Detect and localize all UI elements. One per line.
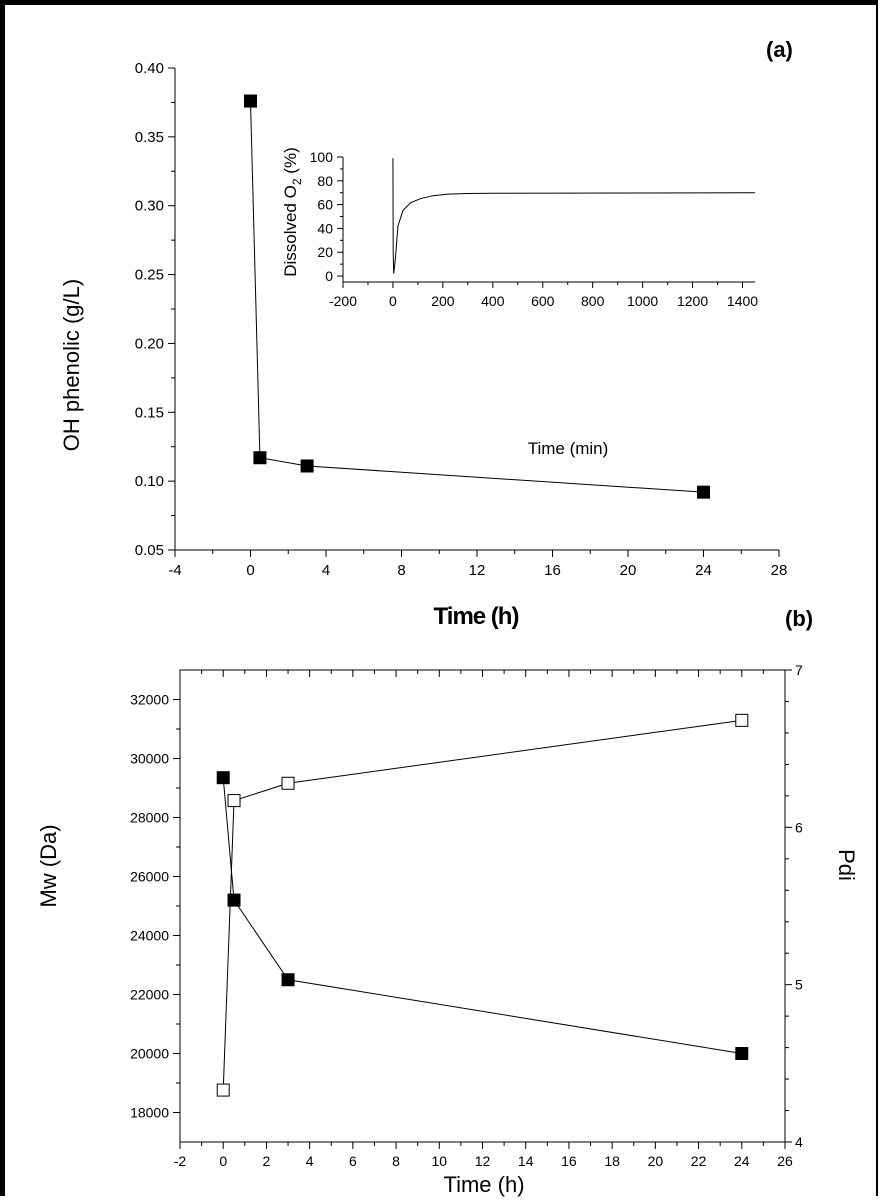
panel-b-y-tick-label: 20000 xyxy=(130,1046,169,1062)
panel-b-label: (b) xyxy=(785,606,813,631)
panel-b-pdi-point xyxy=(227,794,241,808)
panel-b-x-tick-label: 10 xyxy=(431,1153,447,1169)
panel-a-data-point xyxy=(253,451,267,465)
panel-a-data-point xyxy=(244,94,257,108)
panel-b-y2-tick-label: 6 xyxy=(795,819,803,835)
panel-b-plot-frame xyxy=(179,669,786,1143)
panel-a-xlabel: Time (h) xyxy=(434,603,519,630)
panel-a-y-tick-label: 0.35 xyxy=(135,129,164,146)
panel-b-mw-point xyxy=(227,893,241,907)
inset-xlabel: Time (min) xyxy=(528,439,609,458)
panel-a-y-tick-label: 0.40 xyxy=(135,60,164,77)
panel-a-y-tick-label: 0.30 xyxy=(135,198,164,215)
panel-b-x-tick-label: 0 xyxy=(219,1153,227,1169)
panel-b-x-tick-label: 18 xyxy=(604,1153,620,1169)
panel-b-x-tick-label: 20 xyxy=(648,1153,664,1169)
inset-y-tick-label: 0 xyxy=(325,268,333,284)
panel-a-x-tick-label: 16 xyxy=(544,562,561,579)
panel-b-pdi-point xyxy=(216,1083,230,1097)
inset-x-tick-label: 0 xyxy=(389,293,397,309)
panel-b-x-tick-label: 12 xyxy=(475,1153,491,1169)
panel-b-pdi-point xyxy=(281,776,295,790)
inset-x-tick-label: 1000 xyxy=(627,293,658,309)
panel-a-y-tick-label: 0.25 xyxy=(135,267,164,284)
panel-b-y2-tick-label: 7 xyxy=(795,662,803,678)
inset-ylabel: Dissolved O2 (%) xyxy=(281,147,304,277)
panel-b-x-tick-label: 14 xyxy=(518,1153,534,1169)
panel-b-x-tick-label: 24 xyxy=(734,1153,750,1169)
panel-b-ylabel: Mw (Da) xyxy=(36,824,61,907)
inset-x-tick-label: 800 xyxy=(581,293,605,309)
inset-y-tick-label: 20 xyxy=(317,244,333,260)
panel-b-y-tick-label: 28000 xyxy=(130,810,169,826)
panel-b-y-tick-label: 22000 xyxy=(130,987,169,1003)
panel-a-data-point xyxy=(697,485,710,499)
inset-series-line xyxy=(392,158,756,274)
inset-x-tick-label: 1200 xyxy=(677,293,708,309)
panel-a: (a) OH phenolic (g/L) Time (h) Time (min… xyxy=(59,37,793,630)
panel-a-x-tick-label: 4 xyxy=(322,562,330,579)
panel-b-y-tick-label: 18000 xyxy=(130,1105,169,1121)
panel-b-y2-tick-label: 5 xyxy=(795,977,803,993)
panel-b-x-tick-label: 16 xyxy=(561,1153,577,1169)
panel-a-y-tick-label: 0.10 xyxy=(135,473,164,490)
panel-a-x-tick-label: 20 xyxy=(620,562,637,579)
panel-b-mw-point xyxy=(735,1047,749,1060)
inset-y-tick-label: 40 xyxy=(317,220,333,236)
panel-a-data-point xyxy=(300,459,314,473)
panel-a-x-tick-label: 28 xyxy=(771,562,788,579)
panel-b-series-line xyxy=(222,719,742,1091)
inset-x-tick-label: 200 xyxy=(431,293,455,309)
panel-b-mw-point xyxy=(281,973,295,987)
inset-y-tick-label: 100 xyxy=(310,149,334,165)
panel-b-pdi-point xyxy=(735,713,749,727)
inset-x-tick-label: 1400 xyxy=(727,293,758,309)
panel-a-series-line xyxy=(250,101,704,493)
panel-a-y-tick-label: 0.15 xyxy=(135,404,164,421)
panel-b-x-tick-label: 6 xyxy=(349,1153,357,1169)
panel-a-label: (a) xyxy=(766,37,793,62)
inset-y-tick-label: 60 xyxy=(317,197,333,213)
panel-a-x-tick-label: -4 xyxy=(168,562,181,579)
panel-b-y2label: Pdi xyxy=(834,849,859,881)
panel-a-x-tick-label: 24 xyxy=(695,562,712,579)
panel-b-x-tick-label: 4 xyxy=(306,1153,314,1169)
panel-b-x-tick-label: 26 xyxy=(777,1153,793,1169)
panel-a-x-tick-label: 0 xyxy=(246,562,254,579)
panel-b-xlabel: Time (h) xyxy=(443,1172,524,1197)
panel-a-x-tick-label: 12 xyxy=(469,562,486,579)
panel-b-y-tick-label: 30000 xyxy=(130,751,169,767)
inset-x-tick-label: 400 xyxy=(481,293,505,309)
panel-b-x-tick-label: 8 xyxy=(392,1153,400,1169)
panel-b-mw-point xyxy=(216,771,230,785)
panel-a-y-tick-label: 0.05 xyxy=(135,542,164,559)
inset-x-tick-label: 600 xyxy=(531,293,555,309)
panel-b-x-tick-label: 2 xyxy=(263,1153,271,1169)
panel-b-x-tick-label: -2 xyxy=(174,1153,187,1169)
panel-b-y-tick-label: 24000 xyxy=(130,928,169,944)
panel-b-y2-tick-label: 4 xyxy=(795,1134,803,1150)
panel-a-inset: Time (min) Dissolved O2 (%) -200 0 200 400 6… xyxy=(281,147,758,458)
panel-b-series-line xyxy=(222,777,742,1054)
panel-b-x-tick-label: 22 xyxy=(691,1153,707,1169)
panel-b-y-tick-label: 32000 xyxy=(130,692,169,708)
panel-a-ylabel: OH phenolic (g/L) xyxy=(59,279,84,451)
inset-x-tick-label: -200 xyxy=(329,293,357,309)
panel-b-y-tick-label: 26000 xyxy=(130,869,169,885)
panel-a-y-tick-label: 0.20 xyxy=(135,335,164,352)
panel-a-x-tick-label: 8 xyxy=(397,562,405,579)
panel-b: (b) Mw (Da) Pdi Time (h) -2 0 2 4 6 8 10 12 14 16… xyxy=(36,606,859,1197)
inset-y-tick-label: 80 xyxy=(317,173,333,189)
